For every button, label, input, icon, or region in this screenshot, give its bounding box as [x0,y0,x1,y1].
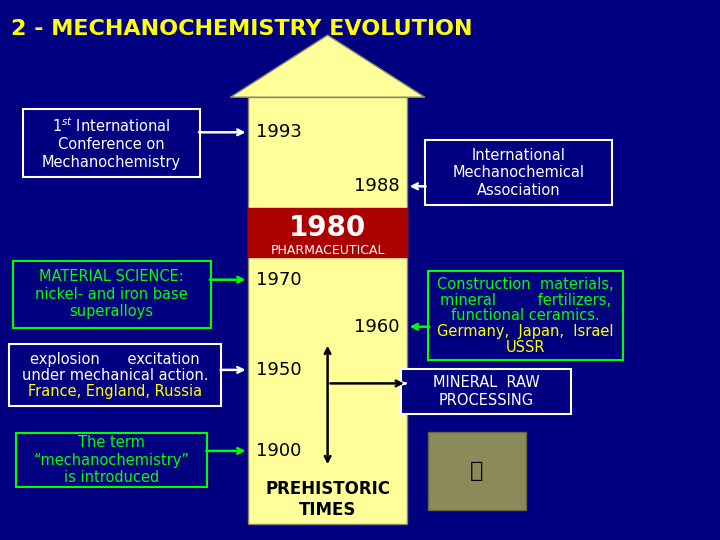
Text: mineral         fertilizers,: mineral fertilizers, [440,293,611,308]
FancyBboxPatch shape [16,433,207,487]
Text: 1993: 1993 [256,123,302,141]
Text: Construction  materials,: Construction materials, [437,277,614,292]
FancyBboxPatch shape [9,345,222,406]
Text: International
Mechanochemical
Association: International Mechanochemical Associatio… [452,148,585,198]
FancyBboxPatch shape [24,109,200,177]
Text: 🪨: 🪨 [470,461,484,481]
Text: under mechanical action.: under mechanical action. [22,368,209,383]
Text: PHARMACEUTICAL: PHARMACEUTICAL [270,244,385,256]
Bar [248,97,407,524]
Text: MATERIAL SCIENCE:
nickel- and iron base
superalloys: MATERIAL SCIENCE: nickel- and iron base … [35,269,188,319]
Text: 2 - MECHANOCHEMISTRY EVOLUTION: 2 - MECHANOCHEMISTRY EVOLUTION [11,19,472,39]
FancyBboxPatch shape [402,368,571,415]
Bar [428,432,526,510]
Text: PREHISTORIC
TIMES: PREHISTORIC TIMES [265,480,390,519]
Text: 1$^{st}$ International
Conference on
Mechanochemistry: 1$^{st}$ International Conference on Mec… [42,116,181,170]
Text: The term
“mechanochemistry”
is introduced: The term “mechanochemistry” is introduce… [34,435,189,485]
Text: 1960: 1960 [354,318,400,336]
Text: explosion      excitation: explosion excitation [30,352,200,367]
Bar [248,208,407,256]
FancyBboxPatch shape [12,260,211,328]
Text: France, England, Russia: France, England, Russia [28,384,202,399]
Text: MINERAL  RAW
PROCESSING: MINERAL RAW PROCESSING [433,375,539,408]
Text: USSR: USSR [506,340,545,355]
Text: 1970: 1970 [256,271,301,289]
Text: 1900: 1900 [256,442,301,460]
FancyBboxPatch shape [428,271,623,361]
Text: functional ceramics.: functional ceramics. [451,308,600,323]
Text: 1980: 1980 [289,214,366,242]
Polygon shape [230,35,425,97]
Text: Germany,  Japan,  Israel: Germany, Japan, Israel [437,324,614,339]
Text: 1988: 1988 [354,177,400,195]
FancyBboxPatch shape [425,140,612,205]
Text: 1950: 1950 [256,361,301,379]
